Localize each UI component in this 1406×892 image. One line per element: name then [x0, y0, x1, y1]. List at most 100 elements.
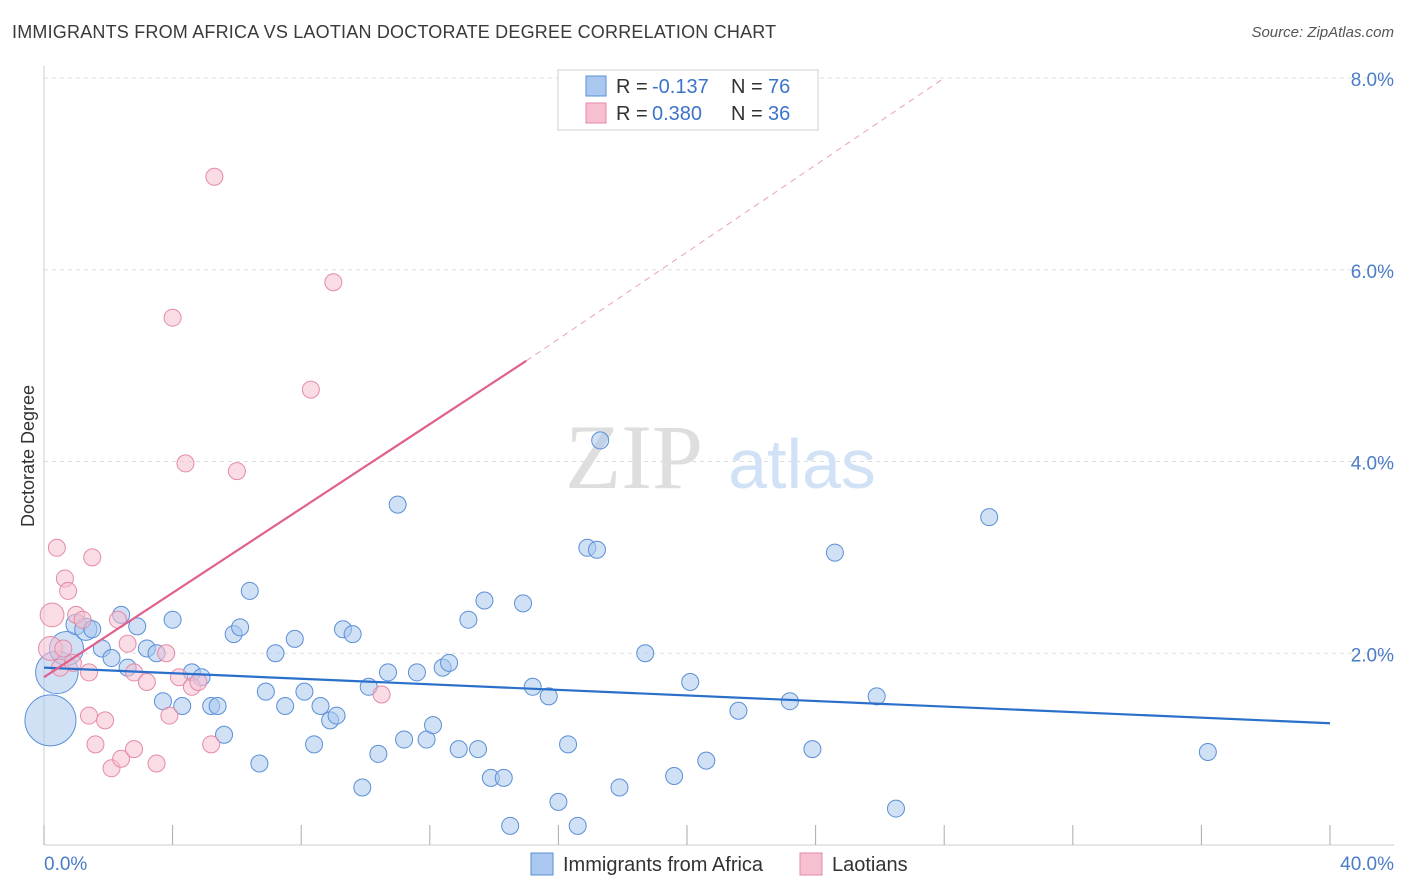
blue-point-46 [440, 653, 459, 672]
blue-point-41 [395, 730, 414, 749]
blue-point-27 [276, 696, 295, 715]
pink-point-33 [301, 380, 320, 399]
blue-point-42 [407, 663, 426, 682]
pink-point-22 [147, 754, 166, 773]
pink-point-9 [73, 610, 92, 629]
blue-point-53 [501, 816, 520, 835]
blue-point-26 [266, 644, 285, 663]
blue-point-71 [825, 543, 844, 562]
legend-swatch-blue [585, 75, 607, 97]
pink-point-24 [160, 706, 179, 725]
blue-point-25 [256, 682, 275, 701]
x-tick-label-0: 0.0% [44, 854, 87, 875]
pink-point-14 [96, 711, 115, 730]
blue-point-22 [231, 618, 250, 637]
bottom-legend-swatch-pink [799, 852, 823, 876]
pink-point-23 [157, 644, 176, 663]
source-label: Source: ZipAtlas.com [1251, 24, 1394, 41]
blue-point-72 [867, 687, 886, 706]
blue-point-75 [1198, 743, 1217, 762]
pink-point-13 [86, 735, 105, 754]
y-tick-label-2: 2.0% [1351, 645, 1394, 666]
pink-point-12 [83, 548, 102, 567]
blue-point-39 [379, 663, 398, 682]
watermark-zip: ZIP [565, 406, 703, 508]
blue-point-61 [587, 540, 606, 559]
x-tick-labels: 0.0% 40.0% [44, 854, 1394, 875]
pink-point-30 [202, 735, 221, 754]
blue-point-56 [539, 687, 558, 706]
y-axis-title: Doctorate Degree [18, 385, 38, 527]
legend-r-value: -0.137 [652, 76, 709, 98]
blue-point-73 [886, 799, 905, 818]
blue-point-14 [163, 610, 182, 629]
pink-point-20 [125, 740, 144, 759]
blue-point-40 [388, 495, 407, 514]
pink-point-35 [372, 685, 391, 704]
pink-point-6 [59, 581, 78, 600]
blue-point-58 [559, 735, 578, 754]
blue-point-55 [523, 677, 542, 696]
y-tick-label-8: 8.0% [1351, 70, 1394, 91]
blue-point-62 [591, 431, 610, 450]
trend-lines [43, 77, 1331, 725]
blue-point-47 [449, 740, 468, 759]
chart-title: IMMIGRANTS FROM AFRICA VS LAOTIAN DOCTOR… [12, 22, 777, 42]
pink-point-4 [54, 639, 73, 658]
pink-point-25 [163, 308, 182, 327]
blue-point-50 [475, 591, 494, 610]
y-tick-label-6: 6.0% [1351, 262, 1394, 283]
blue-point-64 [636, 644, 655, 663]
blue-point-15 [173, 696, 192, 715]
watermark: ZIP atlas [565, 406, 876, 508]
blue-point-28 [285, 629, 304, 648]
y-tick-labels: 2.0% 4.0% 6.0% 8.0% [1351, 70, 1394, 666]
blue-point-20 [215, 725, 234, 744]
blue-point-66 [681, 673, 700, 692]
blue-point-35 [343, 625, 362, 644]
blue-point-29 [295, 682, 314, 701]
legend-r-value: 0.380 [652, 103, 702, 125]
pink-point-11 [80, 663, 99, 682]
legend-n-value: 76 [768, 76, 790, 98]
legend-n-value: 36 [768, 103, 790, 125]
blue-point-70 [803, 740, 822, 759]
blue-point-19 [208, 696, 227, 715]
blue-trend-line [43, 666, 1331, 725]
legend-n-label: N = [731, 103, 763, 125]
blue-point-7 [102, 649, 121, 668]
bottom-legend-label-blue: Immigrants from Africa [563, 854, 764, 876]
blue-point-59 [568, 816, 587, 835]
blue-point-30 [305, 735, 324, 754]
blue-point-74 [980, 508, 999, 527]
blue-point-24 [250, 754, 269, 773]
bottom-legend-swatch-blue [530, 852, 554, 876]
pink-point-31 [205, 167, 224, 186]
pink-point-1 [39, 602, 65, 628]
blue-point-33 [327, 706, 346, 725]
blue-point-65 [665, 766, 684, 785]
blue-point-48 [459, 610, 478, 629]
grid-lines [44, 77, 1394, 654]
blue-point-67 [697, 751, 716, 770]
y-tick-label-4: 4.0% [1351, 454, 1394, 475]
blue-point-38 [369, 744, 388, 763]
x-tick-label-40: 40.0% [1340, 854, 1394, 875]
bottom-legend: Immigrants from Africa Laotians [530, 852, 908, 876]
pink-point-18 [118, 634, 137, 653]
pink-point-17 [112, 749, 131, 768]
blue-point-31 [311, 696, 330, 715]
blue-point-49 [469, 740, 488, 759]
blue-point-36 [353, 778, 372, 797]
watermark-atlas: atlas [728, 425, 876, 503]
pink-point-27 [176, 454, 195, 473]
pink-trend-line [43, 359, 527, 679]
axes [43, 66, 1394, 846]
blue-point-68 [729, 701, 748, 720]
blue-point-63 [610, 778, 629, 797]
pink-point-34 [324, 273, 343, 292]
pink-point-29 [189, 673, 208, 692]
blue-point-0 [24, 694, 77, 747]
legend-r-label: R = [616, 103, 648, 125]
